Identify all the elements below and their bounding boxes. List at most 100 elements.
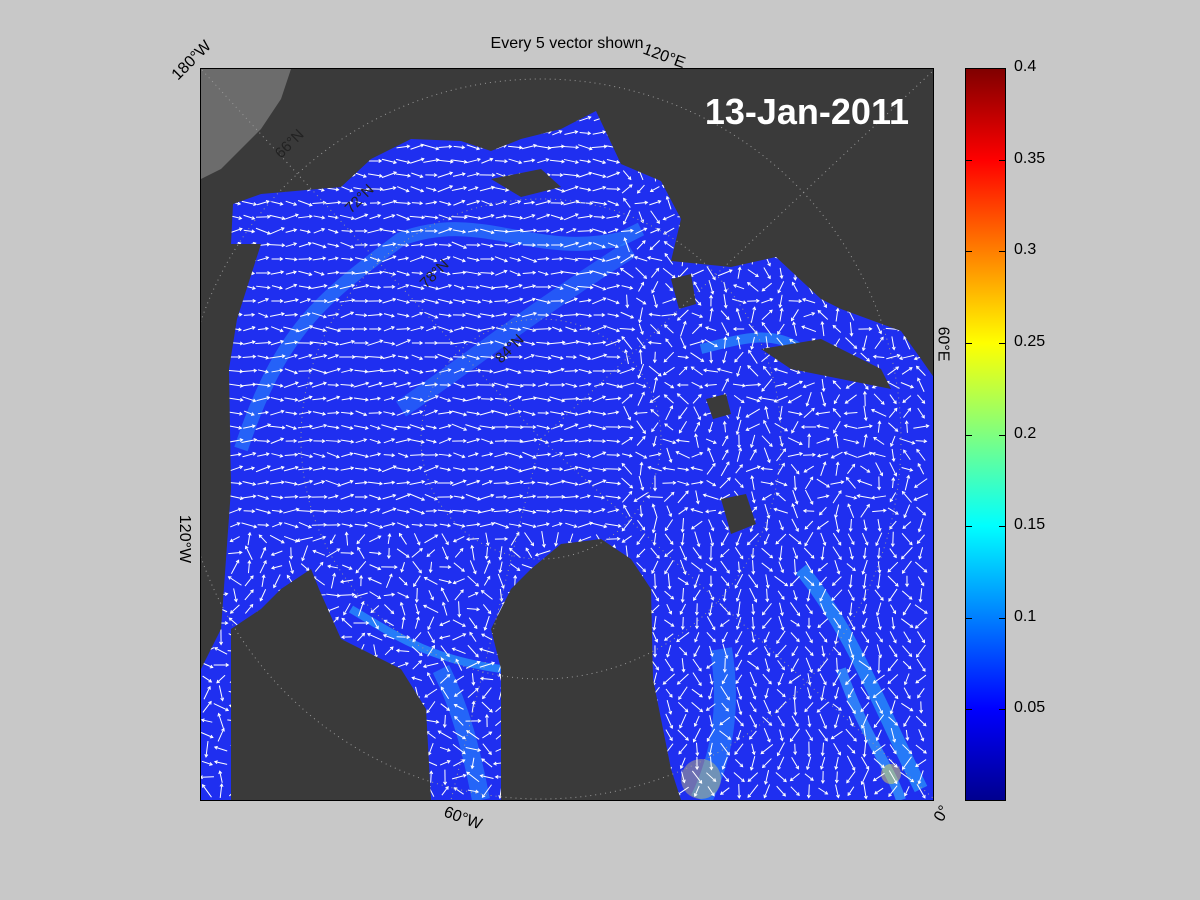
drift-vector xyxy=(494,340,508,346)
drift-vector xyxy=(915,90,927,93)
drift-vector-head xyxy=(250,146,255,150)
drift-vector-head xyxy=(363,158,368,163)
drift-vector xyxy=(747,532,759,546)
drift-vector-head xyxy=(685,490,689,495)
drift-vector-head xyxy=(267,271,271,275)
drift-vector-head xyxy=(227,576,232,580)
drift-vector-head xyxy=(420,255,425,260)
drift-vector xyxy=(735,674,743,684)
drift-vector-head xyxy=(293,717,298,722)
drift-vector xyxy=(552,688,562,698)
drift-vector-head xyxy=(912,243,917,248)
drift-vector xyxy=(706,661,716,669)
drift-vector xyxy=(369,438,381,444)
drift-vector-head xyxy=(365,119,370,123)
drift-vector-head xyxy=(875,240,879,244)
drift-vector-head xyxy=(917,169,922,174)
drift-vector xyxy=(899,272,915,274)
drift-vector-head xyxy=(740,399,745,404)
drift-vector-head xyxy=(825,274,829,278)
drift-vector-head xyxy=(817,567,822,572)
drift-vector-head xyxy=(266,396,271,400)
drift-vector-head xyxy=(348,693,353,697)
drift-vector xyxy=(611,701,615,713)
drift-vector xyxy=(494,397,508,401)
drift-vector xyxy=(469,560,477,574)
drift-vector xyxy=(594,383,604,387)
drift-vector-head xyxy=(560,367,565,372)
drift-vector-head xyxy=(559,438,564,443)
drift-vector xyxy=(395,425,411,429)
drift-vector-head xyxy=(917,694,921,699)
drift-vector-head xyxy=(642,384,647,388)
drift-vector-head xyxy=(391,480,396,485)
drift-vector-head xyxy=(343,611,347,616)
drift-vector-head xyxy=(461,467,466,472)
drift-vector-head xyxy=(620,737,625,741)
drift-vector-head xyxy=(561,398,566,403)
drift-vector-head xyxy=(825,494,830,499)
drift-vector-head xyxy=(367,702,372,706)
drift-vector xyxy=(215,354,227,360)
drift-vector xyxy=(311,368,327,374)
drift-vector-head xyxy=(790,668,795,673)
drift-vector-head xyxy=(447,523,452,528)
drift-vector-head xyxy=(924,90,927,93)
drift-vector xyxy=(467,229,479,233)
drift-vector xyxy=(481,701,493,713)
drift-vector xyxy=(341,89,352,93)
drift-vector xyxy=(285,229,297,233)
drift-vector xyxy=(565,675,577,683)
drift-vector xyxy=(523,116,535,122)
drift-vector xyxy=(339,284,355,290)
drift-vector xyxy=(747,660,759,670)
drift-vector xyxy=(297,536,313,542)
drift-vector-head xyxy=(504,89,507,92)
drift-vector-head xyxy=(811,312,816,316)
drift-vector xyxy=(859,157,871,165)
drift-vector-head xyxy=(224,451,229,456)
drift-vector xyxy=(411,131,423,135)
drift-vector-head xyxy=(728,269,733,273)
drift-vector xyxy=(621,426,633,428)
drift-vector xyxy=(326,452,340,458)
drift-vector xyxy=(779,308,783,322)
drift-vector-head xyxy=(306,312,311,317)
drift-vector-head xyxy=(260,685,265,690)
drift-vector-head xyxy=(751,639,756,644)
drift-vector-head xyxy=(742,300,747,305)
drift-vector xyxy=(903,687,911,699)
drift-vector xyxy=(872,184,886,194)
drift-vector xyxy=(383,593,395,597)
drift-vector xyxy=(636,533,646,545)
drift-vector xyxy=(563,173,579,177)
drift-vector xyxy=(835,308,839,322)
drift-vector-head xyxy=(838,490,842,494)
drift-vector-head xyxy=(750,555,755,559)
drift-vector xyxy=(593,677,605,681)
drift-vector-head xyxy=(300,630,304,635)
drift-vector-head xyxy=(392,143,397,148)
drift-vector xyxy=(452,91,466,92)
drift-vector xyxy=(369,494,381,500)
drift-vector-head xyxy=(587,298,592,303)
drift-vector xyxy=(299,718,311,724)
drift-vector-head xyxy=(490,271,495,276)
drift-vector-head xyxy=(894,582,899,587)
drift-vector-head xyxy=(919,153,924,158)
drift-vector-head xyxy=(296,90,299,93)
drift-vector-head xyxy=(209,481,214,486)
drift-vector-head xyxy=(821,252,826,256)
drift-vector-head xyxy=(321,227,326,232)
drift-vector-head xyxy=(353,594,358,599)
drift-vector xyxy=(793,590,797,600)
drift-vector-head xyxy=(807,681,812,686)
drift-vector-head xyxy=(820,320,825,325)
drift-vector-head xyxy=(321,439,326,444)
drift-vector xyxy=(325,440,341,442)
drift-vector xyxy=(720,461,730,477)
drift-vector xyxy=(678,172,688,178)
drift-vector xyxy=(621,102,633,109)
drift-vector-head xyxy=(504,258,508,263)
drift-vector-head xyxy=(766,668,771,673)
